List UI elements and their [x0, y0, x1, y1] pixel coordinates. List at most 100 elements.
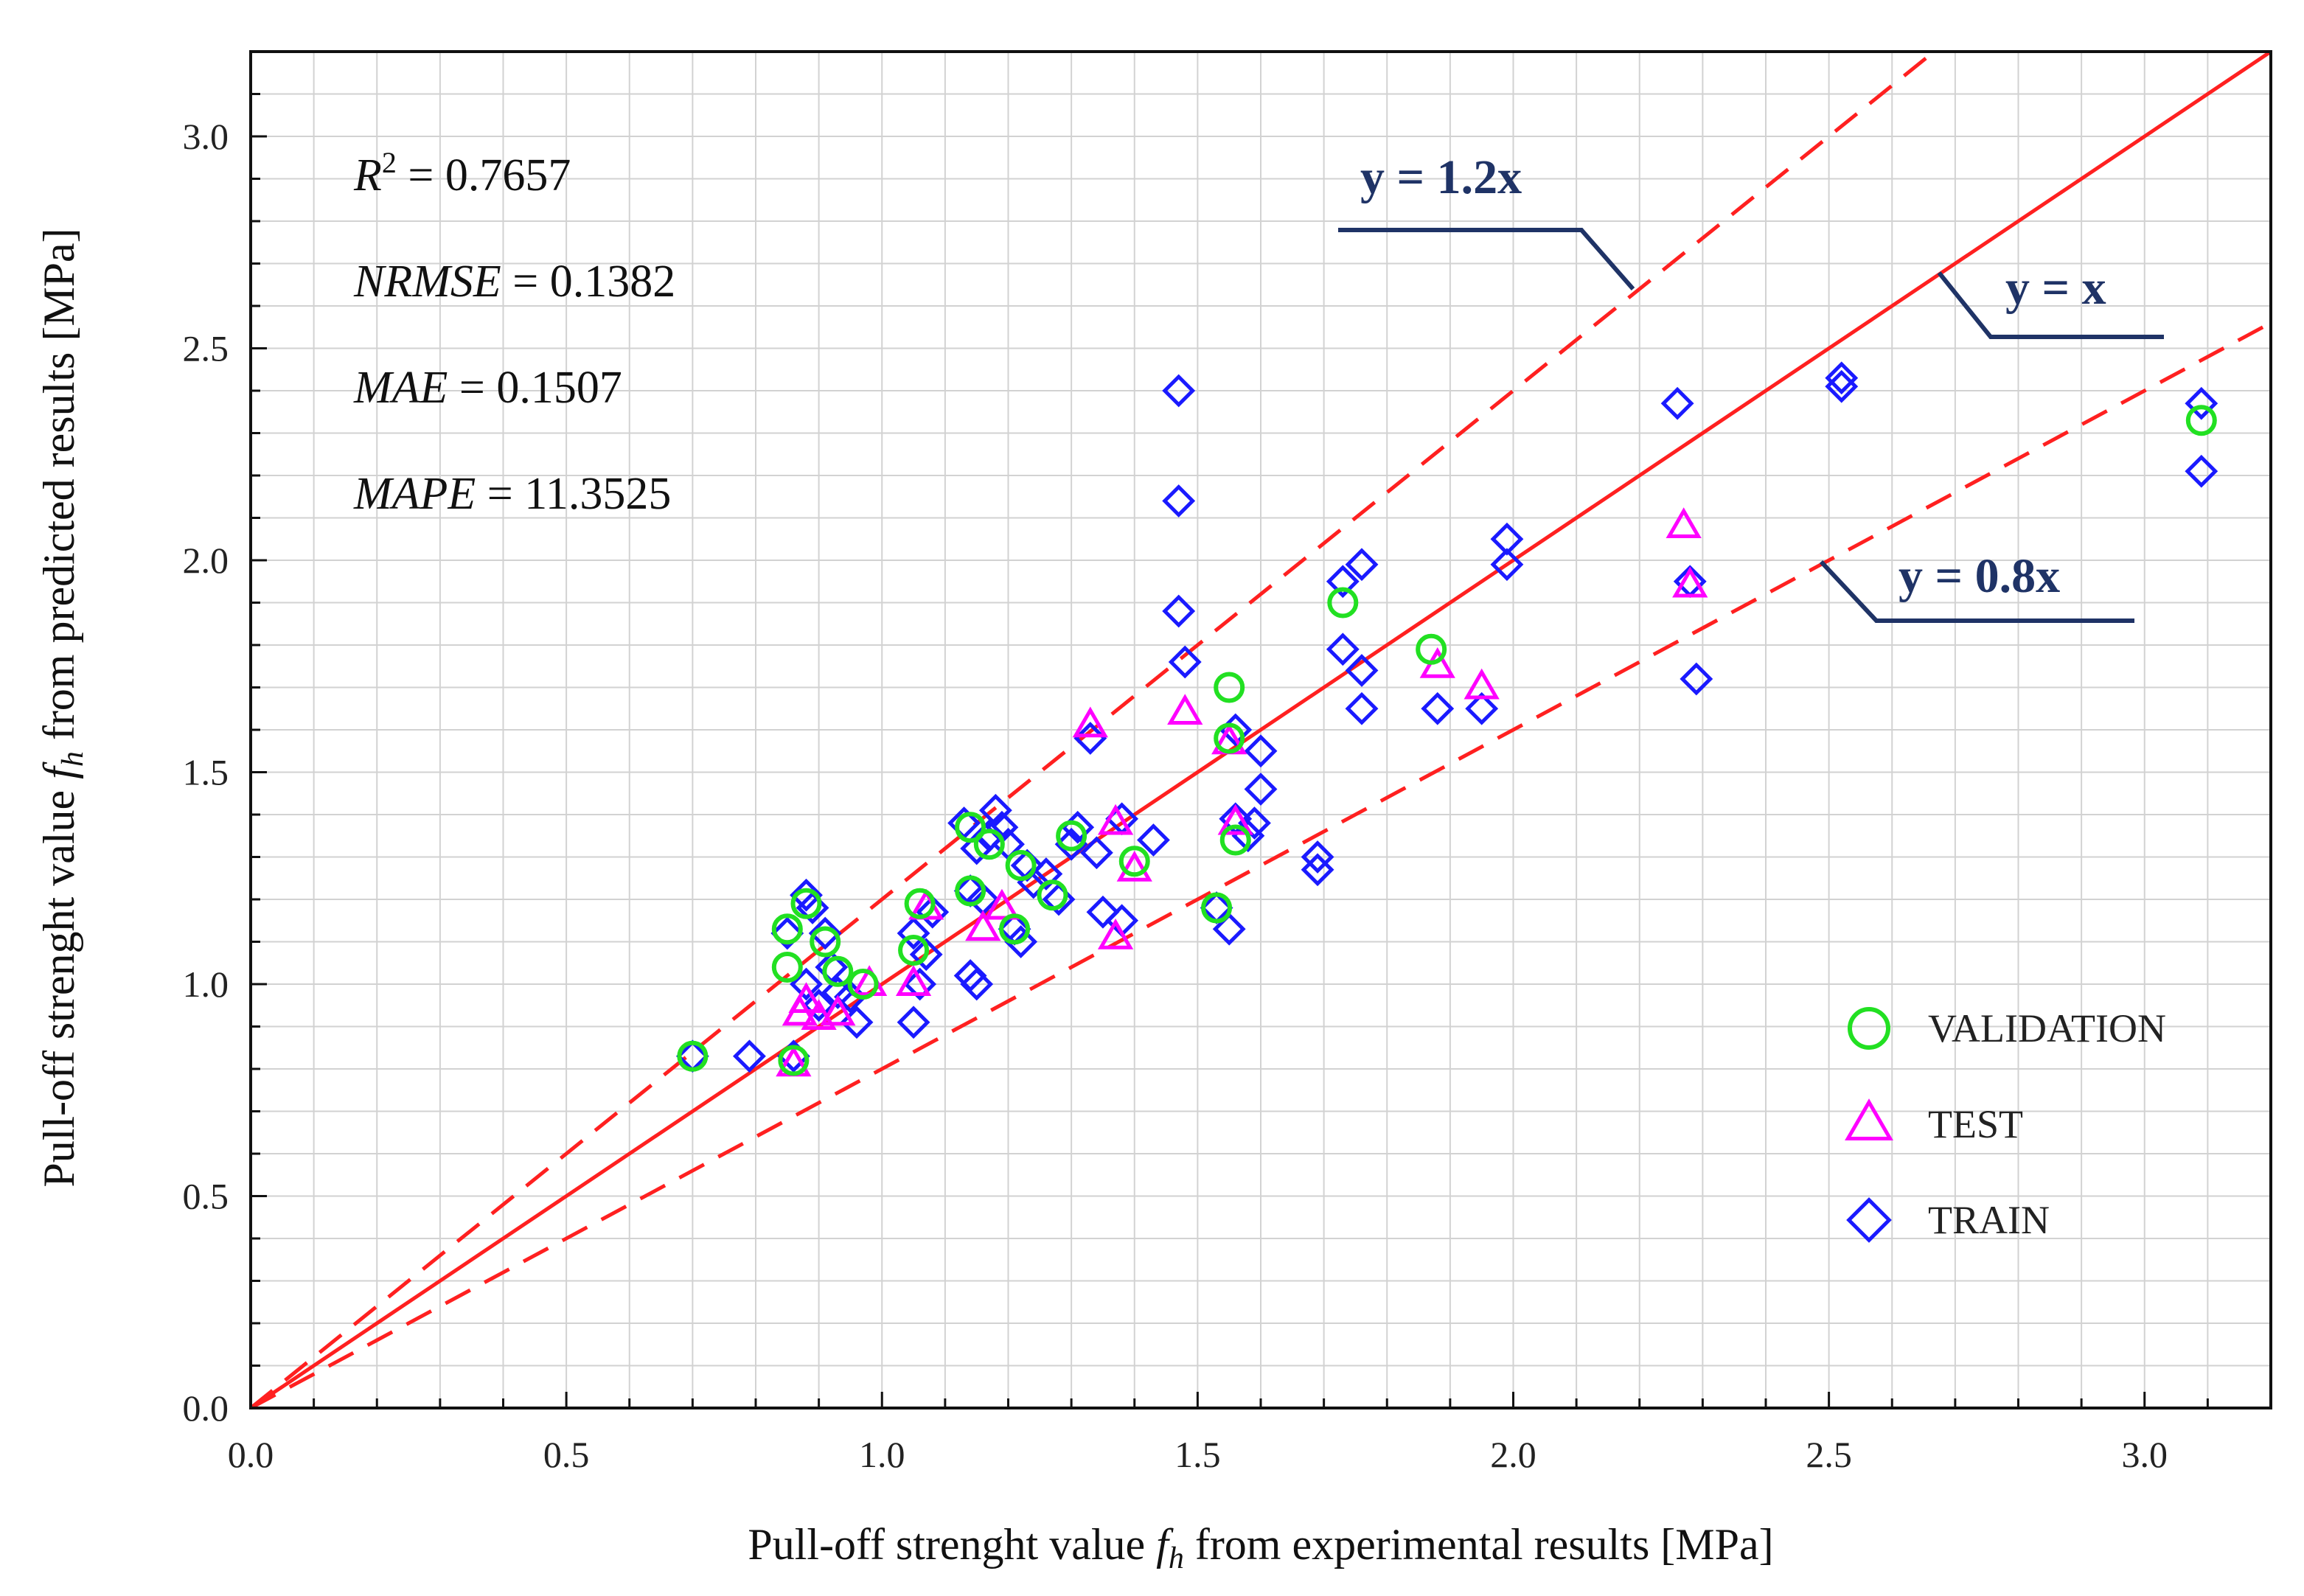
- train-point: [733, 1039, 766, 1073]
- validation-point: [1118, 846, 1150, 877]
- plot-frame: [249, 50, 2272, 1409]
- train-point: [1301, 853, 1334, 887]
- validation-point: [898, 935, 930, 966]
- train-point: [802, 989, 836, 1022]
- train-point: [897, 916, 930, 950]
- train-point: [796, 891, 829, 924]
- y-tick-label: 1.5: [183, 752, 229, 793]
- train-point: [1660, 386, 1694, 420]
- legend-marker-train: [1846, 1197, 1892, 1243]
- validation-point: [955, 875, 986, 907]
- y-tick-label: 0.0: [183, 1387, 229, 1429]
- validation-point: [999, 913, 1031, 945]
- reference-line: [249, 49, 2272, 1410]
- reference-line-labels: y = 1.2x y = x y = 0.8x: [1338, 150, 2164, 623]
- reference-line: [249, 50, 1935, 1409]
- train-point: [1465, 691, 1499, 725]
- train-point: [1238, 806, 1271, 840]
- train-point: [909, 938, 943, 972]
- y-tick-label: 0.5: [183, 1176, 229, 1217]
- test-point: [1116, 851, 1152, 882]
- train-point: [903, 967, 937, 1001]
- validation-point: [822, 955, 854, 987]
- train-point: [916, 895, 950, 929]
- legend-label-test: TEST: [1928, 1102, 2023, 1146]
- train-point: [1680, 662, 1713, 696]
- x-tick-label: 1.0: [859, 1434, 905, 1475]
- test-point: [788, 982, 824, 1013]
- stat-line: NRMSE = 0.1382: [353, 257, 675, 307]
- test-point: [1167, 694, 1203, 725]
- train-point: [808, 916, 842, 950]
- train-point: [1244, 773, 1278, 806]
- validation-point: [810, 926, 841, 958]
- x-tick-label: 0.5: [543, 1434, 590, 1475]
- train-point: [1137, 823, 1170, 857]
- train-point: [1301, 840, 1334, 874]
- train-point: [790, 967, 823, 1001]
- train-point: [790, 878, 823, 912]
- y-axis-title: Pull-off strenght value fh from predicte…: [35, 228, 90, 1187]
- train-point: [1073, 722, 1107, 755]
- series-test: [776, 507, 1708, 1077]
- test-point: [1097, 919, 1134, 949]
- legend-label-validation: VALIDATION: [1928, 1006, 2166, 1050]
- train-point: [1086, 895, 1120, 929]
- data-points: [675, 361, 2218, 1077]
- train-point: [2185, 386, 2218, 420]
- validation-point: [973, 829, 1005, 860]
- validation-point: [904, 888, 936, 919]
- validation-point: [1219, 824, 1251, 856]
- validation-point: [1056, 820, 1087, 851]
- test-point: [965, 910, 1001, 941]
- validation-point: [1201, 892, 1233, 924]
- stat-line: MAE = 0.1507: [353, 363, 622, 413]
- train-point: [1326, 565, 1360, 599]
- validation-point: [1416, 633, 1447, 665]
- train-point: [1825, 361, 1859, 395]
- test-point: [1672, 566, 1708, 598]
- validation-point: [1327, 587, 1359, 618]
- train-point: [1162, 374, 1196, 408]
- validation-point: [2185, 405, 2217, 436]
- train-point: [1345, 691, 1379, 725]
- train-point: [834, 980, 867, 1014]
- train-point: [1231, 819, 1265, 853]
- y-tick-label: 2.5: [183, 328, 229, 369]
- validation-point: [778, 1045, 810, 1076]
- reference-lines: [249, 49, 2272, 1410]
- stat-line: R2 = 0.7657: [353, 146, 571, 201]
- leader-x: [1937, 271, 2164, 339]
- label-y-1.2x: y = 1.2x: [1360, 150, 1522, 204]
- validation-point: [955, 812, 986, 843]
- validation-point: [771, 952, 803, 983]
- test-point: [820, 994, 856, 1026]
- train-point: [1244, 734, 1278, 768]
- train-point: [1345, 548, 1379, 582]
- test-point: [1097, 804, 1134, 835]
- train-point: [1421, 691, 1455, 725]
- x-tick-label: 2.5: [1806, 1434, 1852, 1475]
- y-tick-label: 3.0: [183, 116, 229, 157]
- validation-point: [1005, 850, 1037, 881]
- test-point: [1666, 507, 1702, 538]
- train-point: [1162, 594, 1196, 628]
- train-point: [972, 819, 1006, 853]
- y-tick-label: 2.0: [183, 540, 229, 581]
- x-tick-label: 3.0: [2122, 1434, 2168, 1475]
- train-point: [1162, 484, 1196, 518]
- series-validation: [677, 405, 2217, 1076]
- label-y-x: y = x: [2005, 261, 2106, 315]
- train-point: [1345, 654, 1379, 687]
- train-point: [1042, 882, 1076, 916]
- x-axis-title: Pull-off strenght value fh from experime…: [748, 1520, 1773, 1575]
- x-tick-label: 1.5: [1174, 1434, 1221, 1475]
- reference-line: [249, 321, 2272, 1410]
- legend-marker-validation: [1848, 1007, 1890, 1050]
- train-point: [1168, 645, 1202, 679]
- legend-label-train: TRAIN: [1928, 1198, 2050, 1242]
- train-point: [1029, 857, 1063, 891]
- test-point: [1072, 706, 1108, 738]
- validation-point: [1214, 722, 1245, 754]
